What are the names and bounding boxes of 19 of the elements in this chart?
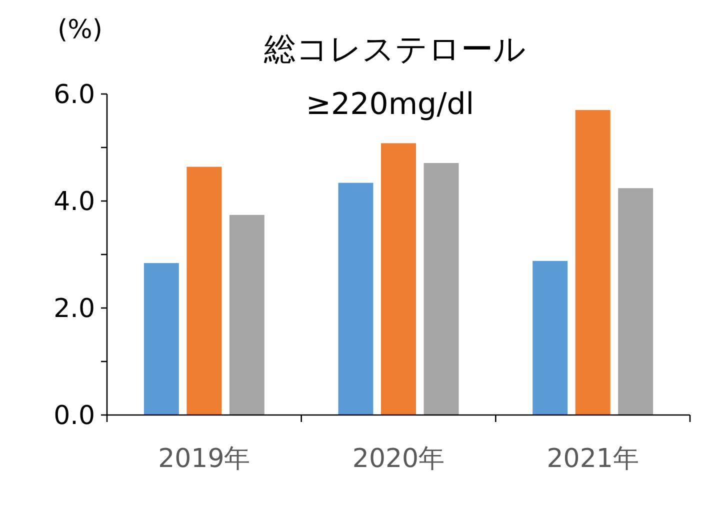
chart-subtitle: ≥220mg/dl	[306, 87, 474, 122]
y-tick-label: 4.0	[54, 187, 95, 218]
bar	[424, 163, 459, 415]
bar	[186, 166, 222, 415]
bar	[575, 110, 610, 415]
bar	[381, 143, 416, 415]
y-tick-label: 2.0	[54, 294, 95, 324]
x-tick-label: 2019年	[158, 444, 250, 474]
y-axis-title: (%)	[58, 15, 102, 45]
bar	[144, 263, 179, 415]
x-tick-label: 2021年	[546, 444, 639, 474]
y-tick-label: 6.0	[54, 80, 95, 110]
chart-title: 総コレステロール	[263, 30, 526, 68]
x-tick-label: 2020年	[352, 444, 445, 474]
bar	[338, 182, 374, 415]
bar	[618, 188, 654, 415]
bar	[229, 214, 264, 415]
y-tick-label: 0.0	[54, 401, 95, 432]
bar	[532, 260, 568, 415]
